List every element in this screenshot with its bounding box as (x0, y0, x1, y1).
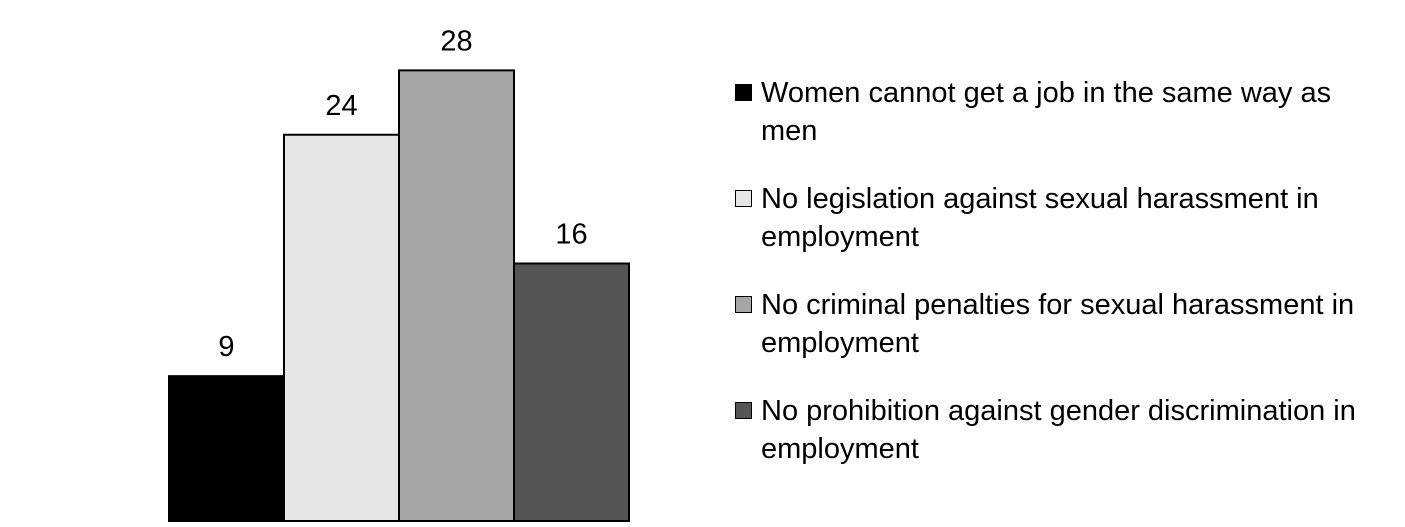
data-label-4: 16 (555, 219, 587, 251)
legend-item-3: No criminal penalties for sexual harassm… (733, 286, 1393, 362)
bar-1 (168, 375, 285, 522)
legend-item-2: No legislation against sexual harassment… (733, 180, 1393, 256)
legend-swatch-4 (735, 402, 752, 419)
data-label-2: 24 (325, 90, 357, 122)
data-label-3: 28 (440, 25, 472, 57)
legend-swatch-2 (735, 190, 752, 207)
legend-label-2: No legislation against sexual harassment… (761, 183, 1319, 253)
legend-label-4: No prohibition against gender discrimina… (761, 395, 1356, 465)
bar-2 (283, 133, 400, 522)
legend-label-1: Women cannot get a job in the same way a… (761, 77, 1332, 147)
legend: Women cannot get a job in the same way a… (733, 74, 1393, 498)
legend-swatch-1 (735, 84, 752, 101)
bars-group (168, 69, 630, 522)
legend-item-1: Women cannot get a job in the same way a… (733, 74, 1393, 150)
bar-3 (398, 69, 515, 522)
legend-label-3: No criminal penalties for sexual harassm… (761, 289, 1355, 359)
data-label-1: 9 (218, 331, 234, 363)
legend-item-4: No prohibition against gender discrimina… (733, 392, 1393, 468)
bar-4 (513, 262, 630, 522)
data-labels-group: 9 24 28 16 (218, 25, 587, 363)
legend-swatch-3 (735, 296, 752, 313)
